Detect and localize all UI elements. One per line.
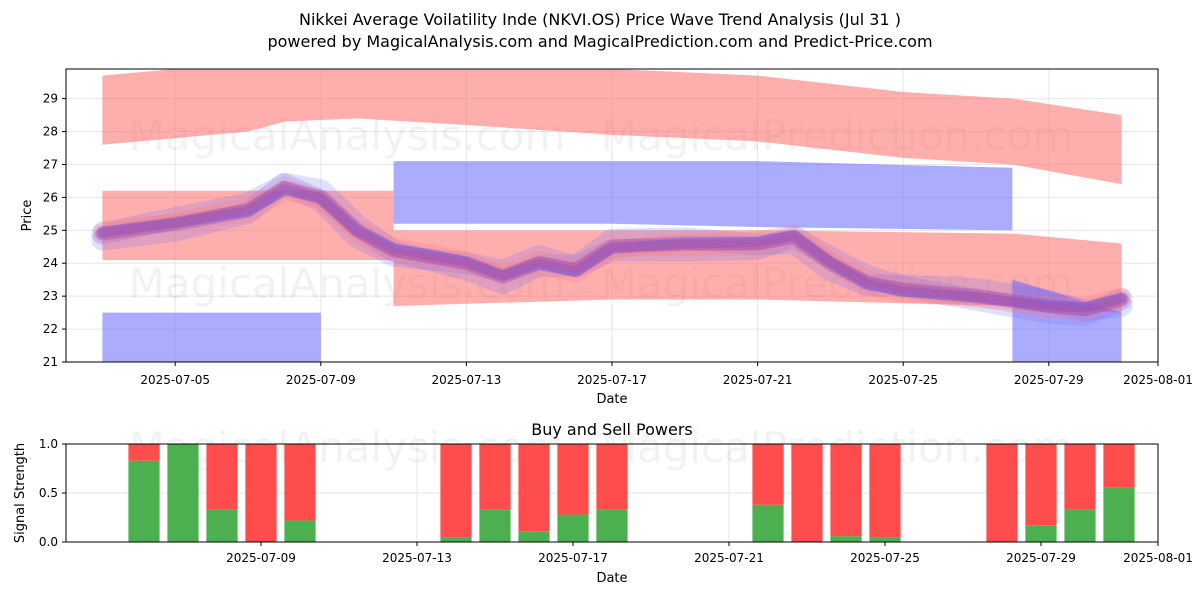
sell-power-bar [128, 444, 160, 461]
red-flat-band [102, 190, 394, 260]
top-y-tick-label: 23 [43, 289, 58, 303]
buy-power-bar [557, 514, 589, 542]
top-y-tick-label: 25 [43, 223, 58, 237]
buy-power-bar [518, 531, 550, 542]
price-wave-stroke [95, 180, 1129, 317]
bottom-x-tick-label: 2025-07-09 [226, 551, 296, 565]
sell-power-bar [1103, 444, 1135, 488]
top-x-tick-label: 2025-07-25 [868, 373, 938, 387]
top-plot-area [91, 69, 1133, 362]
buy-power-bar [128, 460, 160, 542]
buy-power-bar [167, 444, 199, 542]
sell-power-bar [1025, 444, 1057, 526]
price-wave-stroke [93, 182, 1131, 316]
buy-power-bar [1064, 509, 1096, 542]
red-lower-band [393, 230, 1122, 313]
price-wave-stroke [91, 173, 1133, 326]
blue-high-band [393, 161, 1013, 231]
top-x-tick-label: 2025-08-01 [1123, 373, 1193, 387]
title-line-2: powered by MagicalAnalysis.com and Magic… [267, 32, 932, 51]
sell-power-bar [986, 444, 1018, 542]
top-x-tick-label: 2025-07-09 [286, 373, 356, 387]
sell-power-bar [596, 444, 628, 510]
sell-power-bar [1064, 444, 1096, 510]
buy-power-bar [596, 509, 628, 542]
price-wave-stroke [91, 172, 1133, 322]
buy-power-bar [1025, 525, 1057, 542]
buy-power-bar [752, 504, 784, 542]
sell-power-bar [479, 444, 511, 510]
sell-power-bar [869, 444, 901, 538]
red-upper-band [102, 69, 1122, 185]
sell-power-bar [557, 444, 589, 515]
bottom-x-tick-label: 2025-07-25 [850, 551, 920, 565]
buy-power-bar [284, 520, 316, 542]
bottom-x-tick-label: 2025-07-29 [1006, 551, 1076, 565]
buy-power-bar [206, 509, 238, 542]
top-x-tick-label: 2025-07-17 [577, 373, 647, 387]
top-y-tick-label: 21 [43, 355, 58, 369]
bottom-x-axis-label: Date [596, 571, 627, 586]
bottom-x-tick-label: 2025-08-01 [1123, 551, 1193, 565]
bottom-chart-title: Buy and Sell Powers [531, 420, 693, 439]
price-wave-stroke [97, 184, 1127, 313]
blue-drop-band [1012, 279, 1122, 362]
top-x-tick-label: 2025-07-05 [140, 373, 210, 387]
buy-power-bar [440, 537, 472, 542]
bottom-x-tick-label: 2025-07-17 [538, 551, 608, 565]
top-y-tick-label: 29 [43, 92, 58, 106]
buy-sell-powers-chart: Buy and Sell PowersMagicalAnalysis.comMa… [13, 420, 1193, 586]
sell-power-bar [206, 444, 238, 510]
sell-power-bar [752, 444, 784, 505]
bottom-x-tick-label: 2025-07-13 [382, 551, 452, 565]
sell-power-bar [284, 444, 316, 521]
top-y-tick-label: 22 [43, 322, 58, 336]
title-line-1: Nikkei Average Voilatility Inde (NKVI.OS… [299, 10, 901, 29]
top-y-tick-label: 27 [43, 157, 58, 171]
buy-power-bar [1103, 487, 1135, 542]
top-x-tick-label: 2025-07-21 [723, 373, 793, 387]
top-x-tick-label: 2025-07-13 [432, 373, 502, 387]
top-y-tick-label: 26 [43, 190, 58, 204]
bottom-y-tick-label: 0.5 [39, 486, 58, 500]
top-x-tick-label: 2025-07-29 [1014, 373, 1084, 387]
blue-low-band [102, 312, 321, 362]
top-y-tick-label: 24 [43, 256, 58, 270]
bottom-x-tick-label: 2025-07-21 [694, 551, 764, 565]
bottom-y-tick-label: 1.0 [39, 437, 58, 451]
buy-power-bar [830, 536, 862, 542]
top-y-axis-label: Price [20, 200, 35, 232]
top-y-tick-label: 28 [43, 125, 58, 139]
sell-power-bar [830, 444, 862, 537]
buy-power-bar [869, 537, 901, 542]
bottom-y-axis-label: Signal Strength [13, 443, 28, 543]
sell-power-bar [440, 444, 472, 538]
top-x-axis-label: Date [596, 392, 627, 407]
price-wave-chart: MagicalAnalysis.comMagicalPrediction.com… [20, 68, 1193, 407]
bottom-y-tick-label: 0.0 [39, 535, 58, 549]
price-wave-stroke [93, 176, 1131, 322]
sell-power-bar [518, 444, 550, 532]
sell-power-bar [791, 444, 823, 542]
buy-power-bar [479, 509, 511, 542]
price-wave-stroke [97, 181, 1127, 316]
sell-power-bar [245, 444, 277, 542]
